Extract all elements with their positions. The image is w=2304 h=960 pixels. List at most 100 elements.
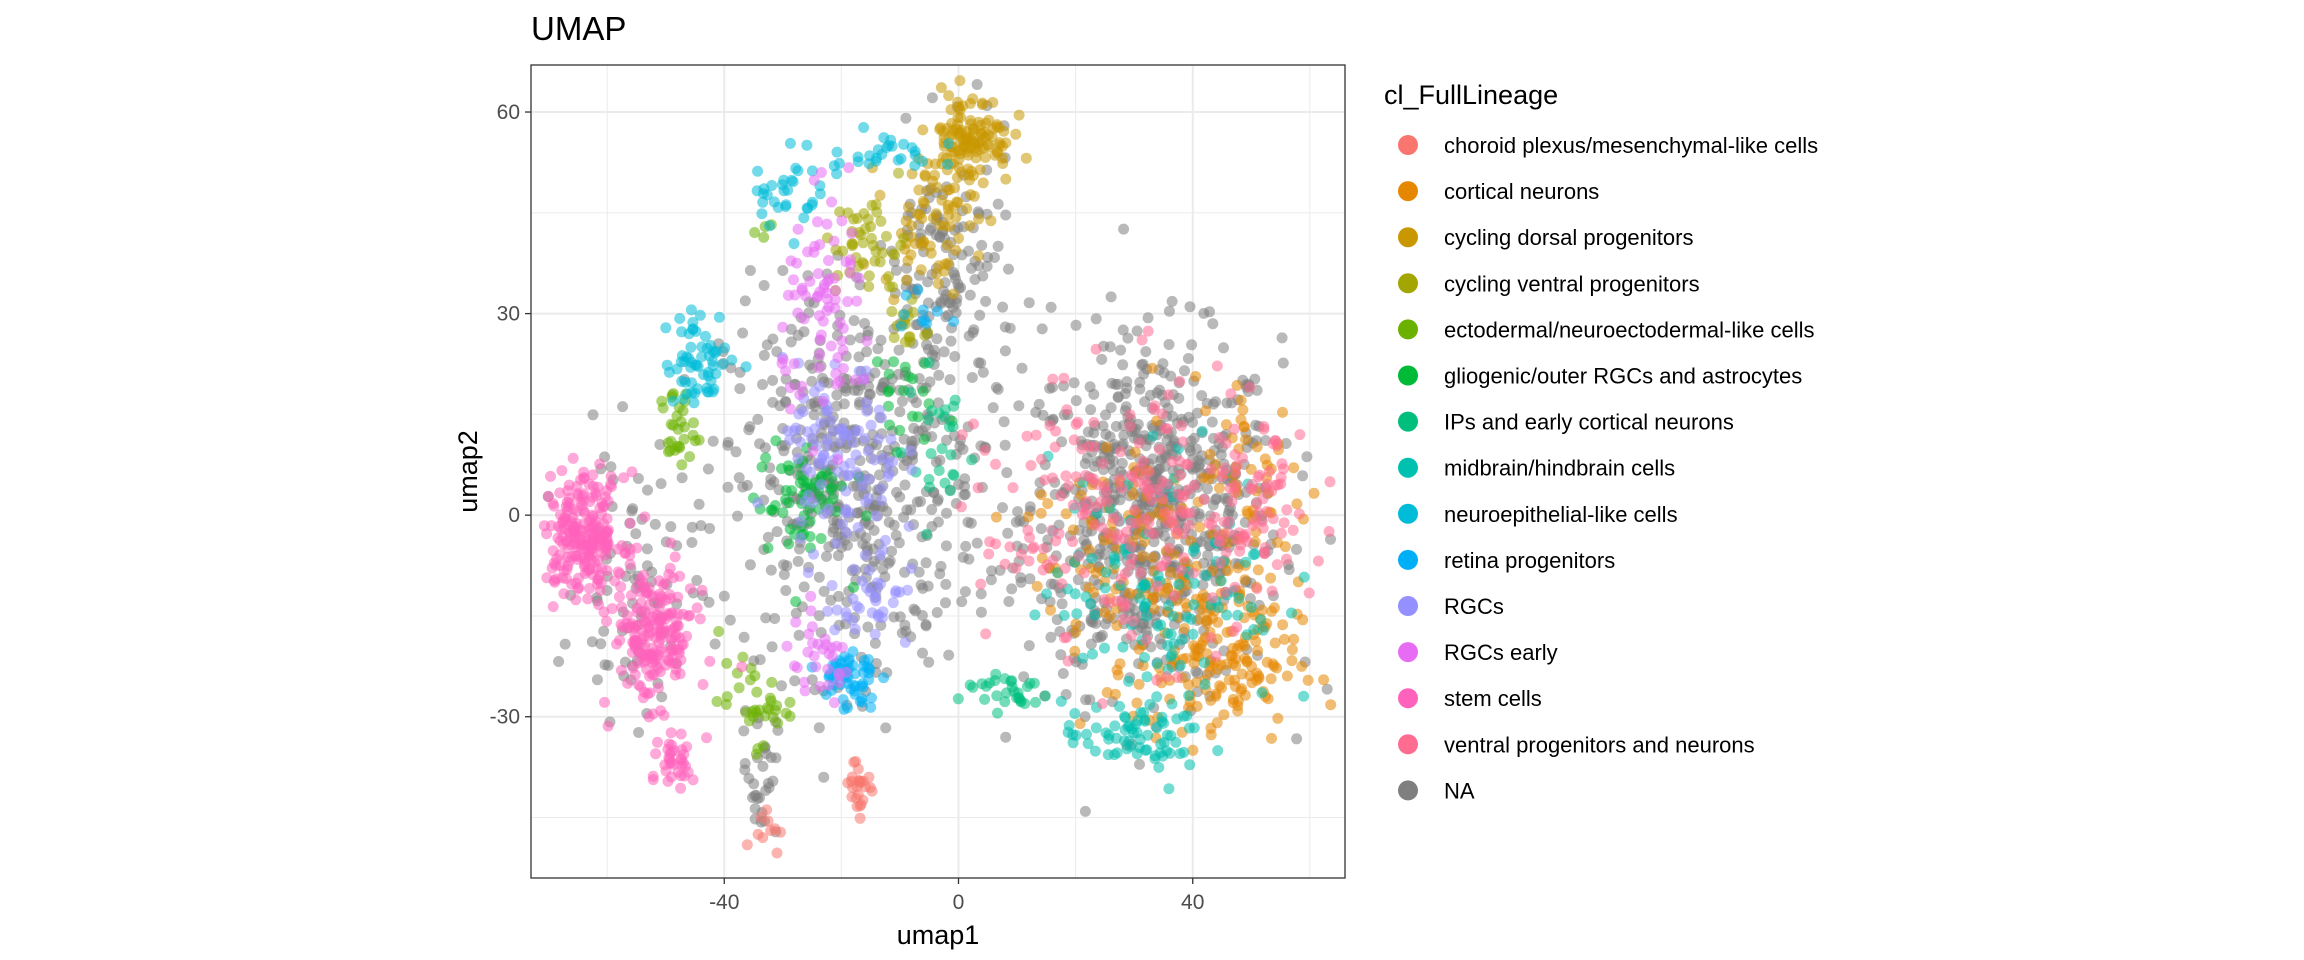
data-point <box>702 463 714 475</box>
data-point <box>762 777 774 789</box>
data-point <box>966 372 978 383</box>
data-point <box>1015 576 1027 588</box>
data-point <box>923 473 935 485</box>
data-point <box>1142 729 1154 741</box>
data-point <box>849 374 861 386</box>
data-point <box>691 602 703 614</box>
data-point <box>893 167 904 179</box>
data-point <box>1134 383 1146 395</box>
data-point <box>1035 507 1047 519</box>
data-point <box>1184 301 1196 313</box>
data-point <box>1021 430 1033 442</box>
data-point <box>1268 602 1280 614</box>
data-point <box>613 591 625 603</box>
data-point <box>840 385 852 397</box>
data-point <box>977 177 989 189</box>
data-point <box>1115 446 1127 458</box>
data-point <box>875 578 886 590</box>
data-point <box>1068 434 1080 446</box>
data-point <box>741 479 753 491</box>
data-point <box>587 511 599 523</box>
data-point <box>1058 610 1070 621</box>
data-point <box>1287 524 1299 536</box>
data-point <box>888 356 899 368</box>
data-point <box>624 558 636 570</box>
data-point <box>885 134 897 146</box>
series-choroid-plexus-mesenchymal-like-cells <box>741 756 878 859</box>
data-point <box>1130 517 1142 529</box>
data-point <box>1228 625 1240 637</box>
data-point <box>594 458 606 470</box>
data-point <box>992 707 1003 719</box>
data-point <box>567 452 579 464</box>
data-point <box>804 275 816 287</box>
legend-key <box>1398 411 1418 432</box>
data-point <box>1193 508 1205 520</box>
data-point <box>1101 687 1113 698</box>
legend-key <box>1398 688 1418 709</box>
data-point <box>784 137 796 149</box>
data-point <box>672 591 684 603</box>
data-point <box>789 675 801 687</box>
data-point <box>848 315 860 327</box>
data-point <box>1085 404 1097 416</box>
data-point <box>920 619 932 631</box>
data-point <box>925 222 937 234</box>
data-point <box>808 174 820 186</box>
data-point <box>1133 437 1145 449</box>
data-point <box>867 543 879 555</box>
data-point <box>938 265 950 277</box>
data-point <box>1210 650 1222 662</box>
data-point <box>792 555 804 567</box>
data-point <box>643 711 655 723</box>
data-point <box>1286 644 1298 656</box>
data-point <box>1235 685 1247 697</box>
data-point <box>912 284 924 296</box>
data-point <box>696 351 708 363</box>
axis-ticks: -40 0 40 60 30 0 -30 <box>490 101 1205 914</box>
x-axis-label: umap1 <box>897 920 980 950</box>
data-point <box>770 435 782 447</box>
data-point <box>947 288 959 300</box>
data-point <box>948 400 959 412</box>
data-point <box>846 436 858 448</box>
data-point <box>1240 556 1252 568</box>
data-point <box>980 295 992 307</box>
data-point <box>732 510 743 522</box>
data-point <box>1099 549 1111 560</box>
data-point <box>965 115 976 126</box>
data-point <box>1218 516 1230 528</box>
data-point <box>663 655 675 667</box>
data-point <box>798 326 810 338</box>
data-point <box>815 417 827 429</box>
data-point <box>847 593 859 605</box>
data-point <box>1187 628 1199 640</box>
data-point <box>849 623 861 635</box>
data-point <box>777 321 789 333</box>
data-point <box>985 574 997 586</box>
data-point <box>853 775 865 787</box>
data-point <box>1190 371 1202 382</box>
plot-panel <box>530 64 1346 879</box>
data-point <box>953 162 965 173</box>
data-point <box>799 685 811 697</box>
data-point <box>920 557 932 569</box>
data-point <box>593 522 605 534</box>
data-point <box>1000 209 1012 221</box>
legend-label: cycling ventral progenitors <box>1444 271 1700 296</box>
data-point <box>1222 526 1234 538</box>
data-point <box>793 629 805 641</box>
data-point <box>1194 521 1206 533</box>
data-point <box>704 523 716 534</box>
data-point <box>1258 421 1270 433</box>
data-point <box>682 610 694 622</box>
data-point <box>1204 448 1216 460</box>
data-point <box>558 588 570 600</box>
data-point <box>1259 453 1271 465</box>
data-point <box>1157 358 1169 370</box>
legend-label: choroid plexus/mesenchymal-like cells <box>1444 133 1818 158</box>
data-point <box>826 580 838 591</box>
data-point <box>1277 357 1289 369</box>
data-point <box>605 471 617 482</box>
